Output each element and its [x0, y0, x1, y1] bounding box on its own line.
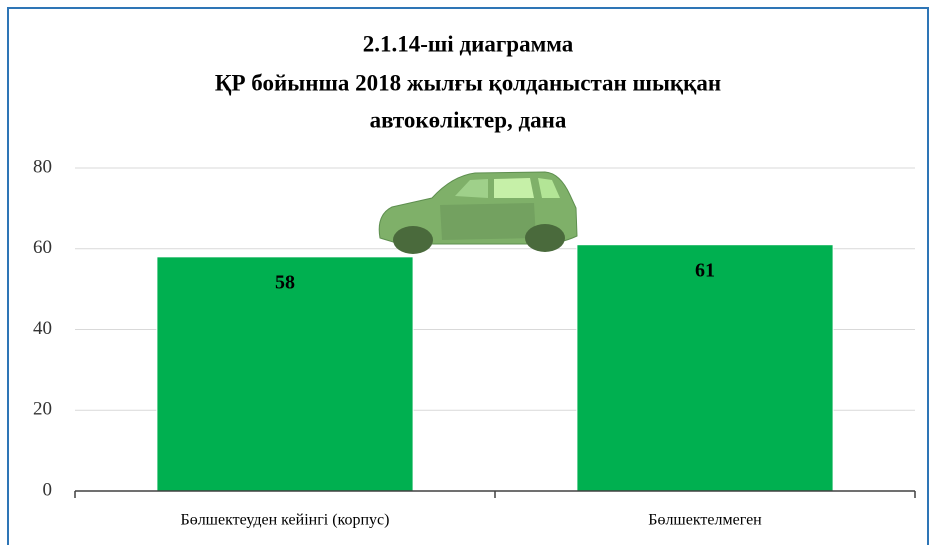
y-tick-label: 20: [33, 399, 52, 420]
chart-title: ҚР бойынша 2018 жылғы қолданыстан шыққан: [215, 70, 721, 95]
bar: [577, 245, 833, 491]
chart-title: автокөліктер, дана: [370, 107, 567, 132]
y-tick-label: 60: [33, 237, 52, 258]
chart: 2.1.14-ші диаграмма ҚР бойынша 2018 жылғ…: [0, 0, 932, 545]
y-tick-label: 0: [43, 479, 53, 500]
value-label: 58: [275, 271, 295, 293]
x-tick-label: Бөлшектелмеген: [648, 512, 762, 529]
car-illustration: [379, 172, 577, 254]
x-tick-label: Бөлшектеуден кейінгі (корпус): [181, 512, 390, 529]
value-label: 61: [695, 259, 715, 281]
chart-title: 2.1.14-ші диаграмма: [363, 31, 574, 56]
y-tick-label: 40: [33, 318, 52, 339]
y-tick-label: 80: [33, 156, 52, 177]
